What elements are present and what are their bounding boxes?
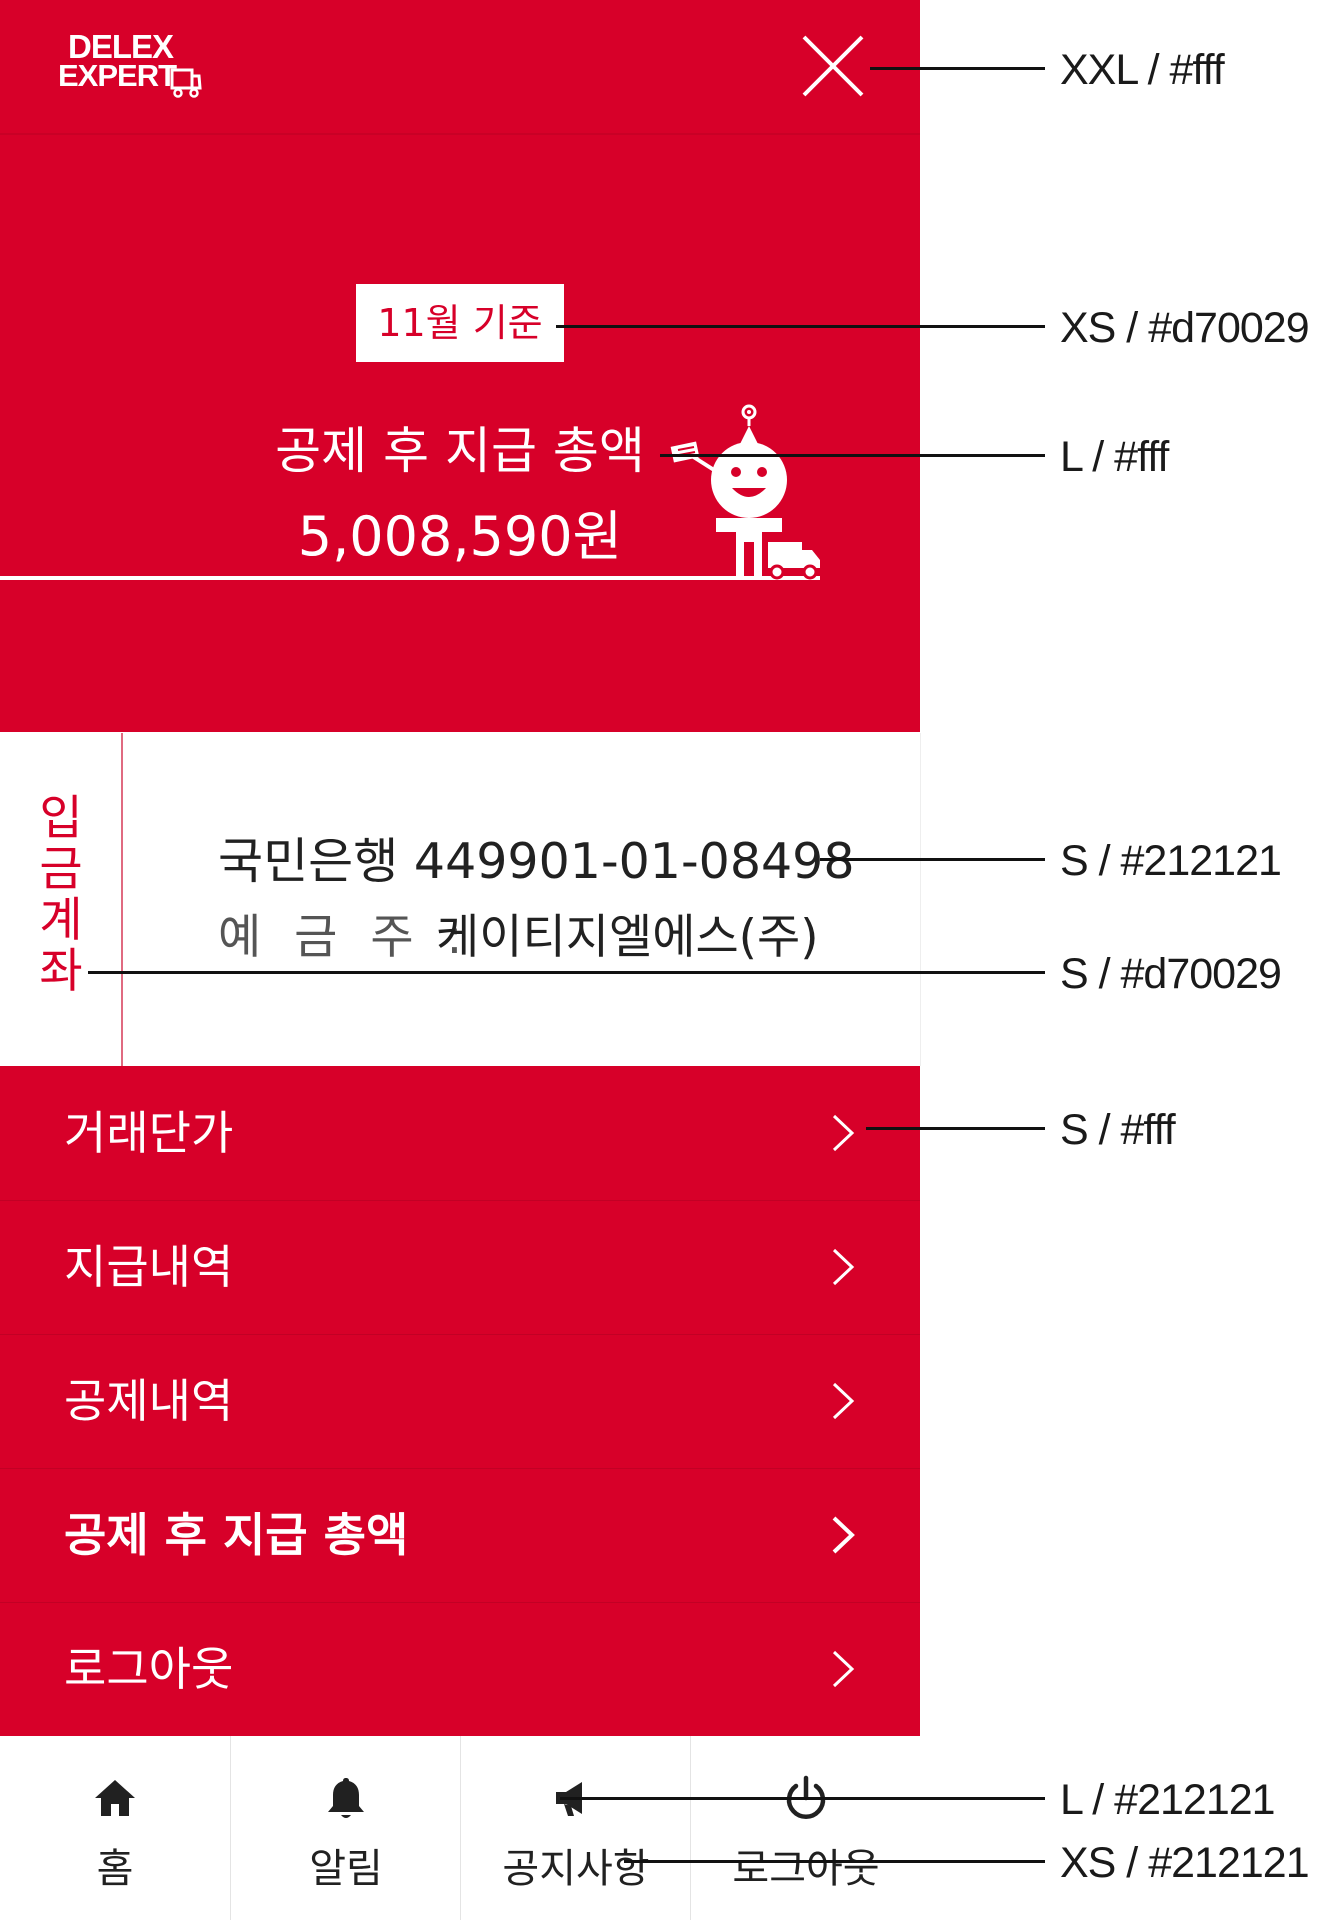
account-title-char: 좌	[39, 944, 83, 999]
chevron-right-icon	[832, 1516, 855, 1554]
nav-home[interactable]: 홈	[0, 1736, 230, 1920]
summary-underline	[0, 576, 820, 580]
annotation-label: S / #d70029	[1060, 950, 1282, 998]
nav-notifications[interactable]: 알림	[230, 1736, 461, 1920]
annotation-leader-line	[820, 858, 1045, 861]
summary-card	[0, 135, 920, 732]
account-section-title: 입 금 계 좌	[36, 793, 86, 997]
bell-icon	[328, 1778, 364, 1818]
close-icon	[802, 35, 864, 97]
nav-logout[interactable]: 로그아웃	[690, 1736, 921, 1920]
bottom-navigation: 홈 알림 공지사항 로그아웃	[0, 1736, 920, 1920]
account-title-char: 계	[39, 893, 83, 948]
summary-label: 공제 후 지급 총액	[275, 422, 645, 480]
logo-line1: DELEX	[68, 28, 174, 65]
annotation-label: XXL / #fff	[1060, 46, 1225, 94]
account-bank-number: 국민은행 449901-01-08498	[218, 833, 855, 890]
account-owner-label: 예 금 주 :	[218, 910, 463, 965]
chevron-right-icon	[832, 1114, 855, 1152]
annotation-label: L / #212121	[1060, 1776, 1276, 1824]
annotation-leader-line	[88, 971, 1045, 974]
annotation-leader-line	[624, 1860, 1045, 1863]
annotation-label: S / #212121	[1060, 837, 1282, 885]
logo-truck-icon	[170, 68, 202, 98]
menu-item-label: 공제 후 지급 총액	[64, 1508, 409, 1562]
menu-item-net-payment-total[interactable]: 공제 후 지급 총액	[0, 1468, 920, 1603]
menu-item-label: 지급내역	[64, 1240, 234, 1294]
menu-item-label: 로그아웃	[64, 1642, 234, 1696]
menu-item-label: 공제내역	[64, 1374, 234, 1428]
home-icon	[95, 1780, 135, 1816]
nav-label: 알림	[309, 1846, 383, 1892]
logo-line2: EXPERT	[58, 58, 177, 93]
summary-amount: 5,008,590원	[297, 505, 623, 568]
app-header	[0, 0, 920, 135]
annotation-label: XS / #d70029	[1060, 304, 1310, 352]
annotation-label: XS / #212121	[1060, 1839, 1310, 1887]
annotation-label: L / #fff	[1060, 433, 1169, 481]
nav-label: 로그아웃	[732, 1846, 880, 1892]
annotation-leader-line	[870, 67, 1045, 70]
close-button[interactable]	[800, 33, 866, 99]
nav-label: 홈	[96, 1846, 134, 1892]
menu-item-label: 거래단가	[64, 1106, 234, 1160]
account-divider	[121, 733, 123, 1066]
chevron-right-icon	[832, 1650, 855, 1688]
chevron-right-icon	[832, 1248, 855, 1286]
menu-item-logout[interactable]: 로그아웃	[0, 1602, 920, 1736]
month-badge: 11월 기준	[356, 284, 564, 362]
menu-item-payment-history[interactable]: 지급내역	[0, 1200, 920, 1335]
nav-label: 공지사항	[502, 1846, 650, 1892]
account-owner-value: 케이티지엘에스(주)	[436, 910, 819, 965]
account-title-char: 금	[39, 842, 83, 897]
annotation-leader-line	[560, 1797, 1045, 1800]
deposit-account-section	[0, 733, 921, 1066]
annotation-label: S / #fff	[1060, 1106, 1176, 1154]
power-icon	[786, 1775, 826, 1819]
annotation-leader-line	[866, 1127, 1045, 1130]
account-title-char: 입	[39, 791, 83, 846]
menu-item-unit-price[interactable]: 거래단가	[0, 1066, 920, 1201]
mascot-illustration	[670, 404, 820, 580]
side-menu: 거래단가 지급내역 공제내역 공제 후 지급 총액 로그아웃	[0, 1066, 920, 1736]
annotation-leader-line	[556, 325, 1045, 328]
menu-item-deduction-history[interactable]: 공제내역	[0, 1334, 920, 1469]
annotation-leader-line	[660, 454, 1045, 457]
nav-notices[interactable]: 공지사항	[460, 1736, 691, 1920]
chevron-right-icon	[832, 1382, 855, 1420]
delex-expert-logo: DELEX EXPERT	[58, 28, 202, 102]
